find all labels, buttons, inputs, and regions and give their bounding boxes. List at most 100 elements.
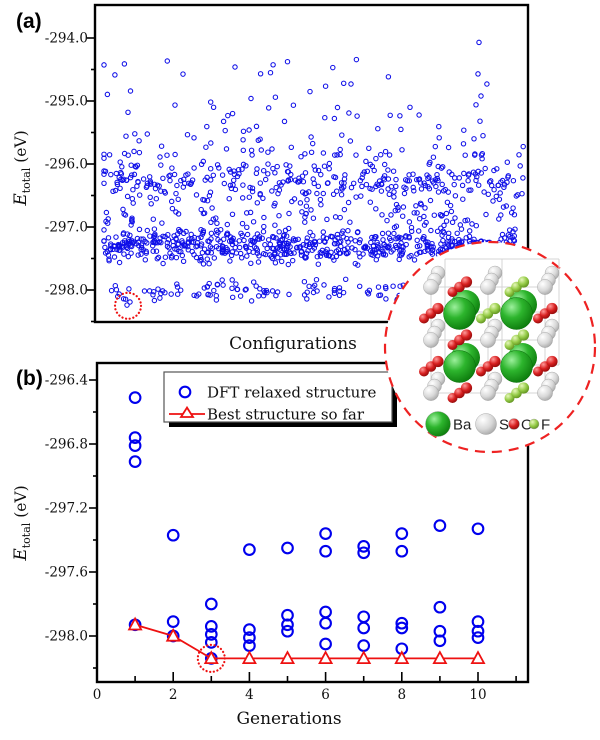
scatter-point [429,178,436,184]
scatter-point [424,242,431,249]
scatter-point [144,227,151,234]
scatter-point [237,293,244,299]
scatter-point [130,186,136,193]
scatter-point [519,190,525,197]
scatter-point [367,199,374,205]
scatter-point [267,69,274,76]
scatter-point [331,257,337,263]
scatter-point [427,159,433,166]
scatter-point [442,244,448,250]
scatter-point [466,228,473,234]
scatter-point [203,144,209,150]
scatter-point [128,239,134,245]
scatter-point [438,241,444,247]
best-triangle [318,650,334,664]
scatter-point [448,208,455,215]
scatter-point [143,250,150,256]
scatter-point [221,180,228,187]
scatter-point [132,131,138,137]
scatter-point [300,178,307,185]
scatter-point [210,104,217,111]
scatter-point [418,186,425,192]
dft-point [357,546,371,560]
scatter-point [402,234,409,240]
scatter-point [255,137,262,144]
scatter-point [207,165,214,172]
scatter-point [397,252,403,258]
scatter-point [260,195,266,202]
scatter-point [196,291,202,297]
scatter-point [320,190,327,197]
scatter-point [236,244,243,251]
scatter-point [265,237,272,243]
scatter-point [302,219,308,225]
scatter-point [284,58,291,65]
scatter-point [121,251,127,257]
scatter-point [477,118,483,124]
scatter-point [326,160,333,167]
scatter-point [204,256,211,262]
y-tick-label: -298.0 [45,283,88,299]
scatter-point [253,123,260,130]
scatter-point [505,232,512,238]
scatter-point [281,251,288,257]
scatter-point [138,242,145,248]
y-tick-label: -298.0 [45,629,88,645]
scatter-point [290,102,297,108]
scatter-point [441,229,447,236]
scatter-point [117,247,123,253]
scatter-point [121,61,128,67]
scatter-point [253,283,259,289]
scatter-point [325,180,331,186]
scatter-point [257,180,264,186]
scatter-point [104,249,111,255]
scatter-point [229,110,236,117]
scatter-point [253,170,260,177]
scatter-point [157,235,163,241]
scatter-point [127,88,134,94]
scatter-point [382,148,389,155]
scatter-point [498,179,504,185]
crystal-structure [419,258,560,403]
scatter-point [233,250,240,256]
scatter-point [346,110,352,116]
scatter-point [220,282,226,288]
scatter-point [386,191,393,198]
scatter-point [172,151,178,158]
best-triangle [470,650,486,664]
scatter-point [331,115,338,122]
scatter-point [113,170,120,177]
panel-b-plot-box [95,361,530,684]
scatter-point [241,237,247,244]
scatter-point [333,188,340,194]
scatter-point [226,238,233,244]
scatter-point [510,177,517,184]
scatter-point [382,252,389,258]
scatter-point [116,259,123,266]
scatter-point [307,88,313,95]
scatter-point [191,165,197,171]
scatter-point [113,286,120,293]
scatter-point [189,235,195,242]
scatter-point [263,287,270,294]
scatter-point [408,228,415,235]
scatter-point [151,226,158,232]
y-tick-label: -296.0 [45,157,88,173]
scatter-point [377,292,384,298]
scatter-point [101,171,107,177]
scatter-point [378,181,385,187]
scatter-point [237,250,244,257]
dft-point [471,631,485,644]
scatter-point [391,230,397,237]
scatter-point [214,231,220,238]
scatter-point [136,138,142,144]
scatter-point [360,251,366,257]
scatter-point [330,64,336,71]
scatter-point [286,210,292,217]
best-line [134,623,478,660]
scatter-point [337,146,343,153]
dft-point [319,616,332,630]
scatter-point [257,71,264,77]
scatter-point [465,177,471,184]
scatter-point [466,233,473,240]
